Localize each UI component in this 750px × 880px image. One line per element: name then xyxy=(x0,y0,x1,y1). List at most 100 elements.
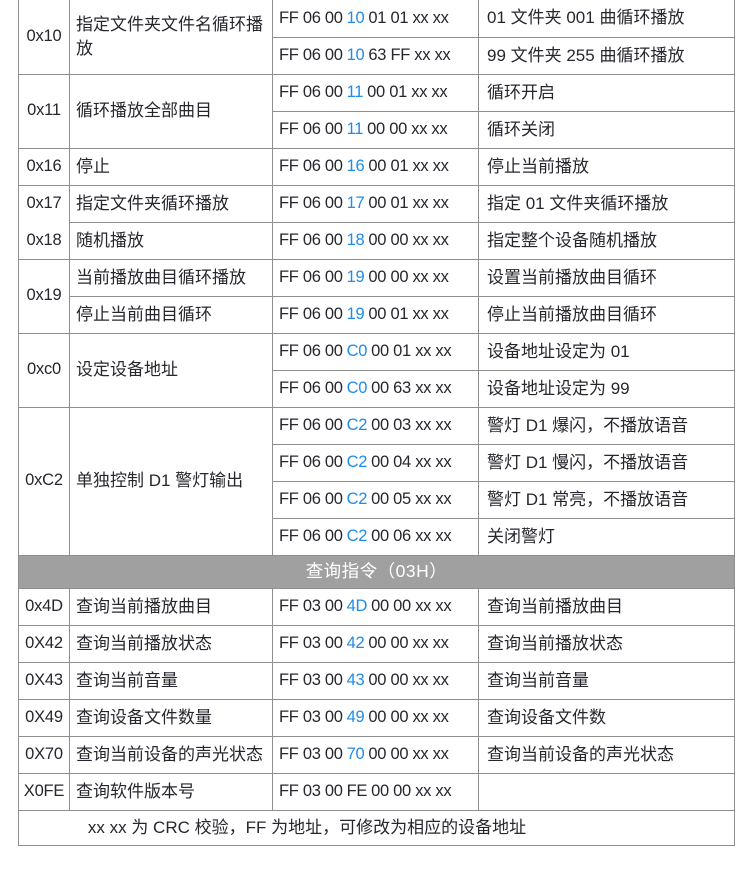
cmd-suffix: 00 05 xx xx xyxy=(371,489,452,508)
command-bytes-cell: FF 03 00 42 00 00 xx xx xyxy=(272,624,479,663)
command-code-cell: 0x16 xyxy=(18,147,70,186)
cmd-prefix: FF 03 00 xyxy=(279,781,343,800)
cmd-opcode: 19 xyxy=(346,267,365,286)
cmd-opcode: 16 xyxy=(346,156,365,175)
command-bytes-cell: FF 03 00 49 00 00 xx xx xyxy=(272,698,479,737)
command-result-cell: 查询当前播放曲目 xyxy=(478,587,735,626)
command-code-cell: 0x4D xyxy=(18,587,70,626)
cmd-prefix: FF 06 00 xyxy=(279,415,343,434)
command-result-cell: 设备地址设定为 99 xyxy=(478,369,735,408)
command-code-cell: 0xC2 xyxy=(18,406,70,556)
table-row: 0x16 停止 FF 06 00 16 00 01 xx xx 停止当前播放 xyxy=(18,147,735,186)
command-bytes-cell: FF 06 00 19 00 01 xx xx xyxy=(272,295,479,334)
cmd-opcode: 70 xyxy=(346,744,365,763)
command-bytes-cell: FF 06 00 C2 00 06 xx xx xyxy=(272,517,479,556)
cmd-prefix: FF 06 00 xyxy=(279,230,343,249)
cmd-suffix: 00 01 xx xx xyxy=(368,304,449,323)
cmd-prefix: FF 06 00 xyxy=(279,45,343,64)
cmd-opcode: 17 xyxy=(346,193,365,212)
command-description-cell: 指定文件夹文件名循环播放 xyxy=(69,0,273,75)
command-result-cell: 停止当前播放 xyxy=(478,147,735,186)
cmd-suffix: 00 01 xx xx xyxy=(368,156,449,175)
command-result-cell: 警灯 D1 爆闪，不播放语音 xyxy=(478,406,735,445)
command-result-cell: 设置当前播放曲目循环 xyxy=(478,258,735,297)
command-description-cell: 查询当前播放曲目 xyxy=(69,587,273,626)
cmd-prefix: FF 06 00 xyxy=(279,489,343,508)
cmd-prefix: FF 03 00 xyxy=(279,744,343,763)
cmd-opcode: 49 xyxy=(346,707,365,726)
command-description-cell: 查询设备文件数量 xyxy=(69,698,273,737)
command-result-cell: 设备地址设定为 01 xyxy=(478,332,735,371)
table-row: 0x11 循环播放全部曲目 FF 06 00 11 00 01 xx xx 循环开启 xyxy=(18,73,735,149)
cmd-suffix: 00 00 xx xx xyxy=(368,633,449,652)
command-reference-page: 0x10 指定文件夹文件名循环播放 FF 06 00 10 01 01 xx xx 01 … xyxy=(18,0,735,846)
command-description-cell: 查询软件版本号 xyxy=(69,772,273,811)
cmd-suffix: 00 00 xx xx xyxy=(371,596,452,615)
command-description-cell: 停止 xyxy=(69,147,273,186)
command-result-cell: 循环关闭 xyxy=(478,110,735,149)
cmd-suffix: 00 04 xx xx xyxy=(371,452,452,471)
command-code-cell: 0X70 xyxy=(18,735,70,774)
table-row: 0x4D 查询当前播放曲目 FF 03 00 4D 00 00 xx xx 查询当前播放曲… xyxy=(18,587,735,626)
crc-note: xx xx 为 CRC 校验，FF 为地址，可修改为相应的设备地址 xyxy=(18,809,735,846)
table-row: X0FE 查询软件版本号 FF 03 00 FE 00 00 xx xx xyxy=(18,772,735,811)
cmd-opcode: C2 xyxy=(346,526,368,545)
command-bytes-cell: FF 06 00 11 00 01 xx xx xyxy=(272,73,479,112)
cmd-opcode: C2 xyxy=(346,452,368,471)
table-row: 0xc0 设定设备地址 FF 06 00 C0 00 01 xx xx 设备地址设定为 0… xyxy=(18,332,735,408)
table-row: 停止当前曲目循环 FF 06 00 19 00 01 xx xx 停止当前播放曲目循环 xyxy=(19,295,735,334)
cmd-suffix: 00 63 xx xx xyxy=(371,378,452,397)
command-result-cell: 01 文件夹 001 曲循环播放 xyxy=(478,0,735,38)
cmd-suffix: 00 00 xx xx xyxy=(368,707,449,726)
command-description-cell: 查询当前音量 xyxy=(69,661,273,700)
command-bytes-cell: FF 03 00 4D 00 00 xx xx xyxy=(272,587,479,626)
cmd-prefix: FF 03 00 xyxy=(279,596,343,615)
command-bytes-cell: FF 03 00 43 00 00 xx xx xyxy=(272,661,479,700)
command-table: 0x10 指定文件夹文件名循环播放 FF 06 00 10 01 01 xx xx 01 … xyxy=(18,0,735,846)
command-code-cell: 0x11 xyxy=(18,73,70,149)
cmd-opcode: C0 xyxy=(346,378,368,397)
command-result-cell: 警灯 D1 慢闪，不播放语音 xyxy=(478,443,735,482)
command-description-cell: 停止当前曲目循环 xyxy=(69,295,273,334)
command-bytes-cell: FF 03 00 FE 00 00 xx xx xyxy=(272,772,479,811)
cmd-prefix: FF 03 00 xyxy=(279,670,343,689)
cmd-prefix: FF 03 00 xyxy=(279,707,343,726)
command-code-cell: 0x10 xyxy=(18,0,70,75)
command-bytes-cell: FF 06 00 10 01 01 xx xx xyxy=(272,0,479,38)
cmd-suffix: 00 00 xx xx xyxy=(367,119,448,138)
cmd-opcode: 11 xyxy=(346,119,364,138)
command-code-cell: 0x17 xyxy=(18,184,70,222)
cmd-prefix: FF 06 00 xyxy=(279,267,343,286)
command-bytes-cell: FF 06 00 C0 00 63 xx xx xyxy=(272,369,479,408)
command-code-cell: 0xc0 xyxy=(18,332,70,408)
cmd-suffix: 00 00 xx xx xyxy=(368,267,449,286)
command-bytes-cell: FF 03 00 70 00 00 xx xx xyxy=(272,735,479,774)
command-bytes-cell: FF 06 00 C0 00 01 xx xx xyxy=(272,332,479,371)
cmd-prefix: FF 06 00 xyxy=(279,452,343,471)
cmd-prefix: FF 06 00 xyxy=(279,193,343,212)
cmd-opcode: 18 xyxy=(346,230,365,249)
command-code-cell: 0X49 xyxy=(18,698,70,737)
command-bytes-cell: FF 06 00 11 00 00 xx xx xyxy=(272,110,479,149)
cmd-suffix: 00 00 xx xx xyxy=(371,781,452,800)
command-bytes-cell: FF 06 00 16 00 01 xx xx xyxy=(272,147,479,186)
cmd-prefix: FF 03 00 xyxy=(279,633,343,652)
table-row: 0X42 查询当前播放状态 FF 03 00 42 00 00 xx xx 查询当前播放状… xyxy=(18,624,735,663)
command-description-cell: 单独控制 D1 警灯输出 xyxy=(69,406,273,556)
command-result-cell xyxy=(478,772,735,811)
command-bytes-cell: FF 06 00 19 00 00 xx xx xyxy=(272,258,479,297)
query-section-header: 查询指令（03H） xyxy=(18,554,735,589)
command-bytes-cell: FF 06 00 10 63 FF xx xx xyxy=(272,36,479,75)
cmd-opcode: 10 xyxy=(346,8,365,27)
table-row: FF 06 00 C2 00 06 xx xx 关闭警灯 xyxy=(19,517,735,556)
cmd-suffix: 00 03 xx xx xyxy=(371,415,452,434)
command-description-cell: 查询当前播放状态 xyxy=(69,624,273,663)
command-code-cell: 0x19 xyxy=(18,258,70,334)
command-description-cell: 指定文件夹循环播放 xyxy=(69,184,273,223)
table-row: 0x17 指定文件夹循环播放 FF 06 00 17 00 01 xx xx 指定 01 … xyxy=(18,184,735,223)
cmd-opcode: 42 xyxy=(346,633,365,652)
cmd-opcode: C2 xyxy=(346,489,368,508)
cmd-suffix: 00 06 xx xx xyxy=(371,526,452,545)
cmd-prefix: FF 06 00 xyxy=(279,378,343,397)
table-row: 0X70 查询当前设备的声光状态 FF 03 00 70 00 00 xx xx 查询当前… xyxy=(18,735,735,774)
